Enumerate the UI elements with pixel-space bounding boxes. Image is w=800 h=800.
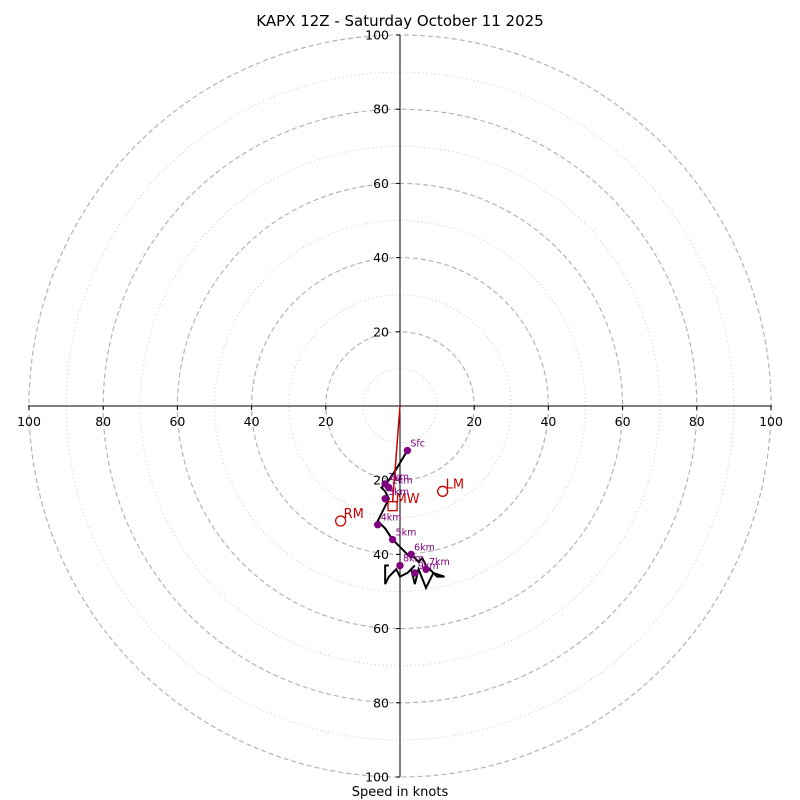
- height-marker: [381, 495, 389, 503]
- height-label: 8km: [403, 554, 424, 565]
- height-marker: [385, 483, 393, 492]
- shear-vector-line: [391, 405, 401, 503]
- x-tick-label: 20: [466, 414, 482, 429]
- x-tick-label: 80: [95, 414, 111, 429]
- x-tick-label: 100: [17, 414, 41, 429]
- height-label: 1km: [388, 472, 409, 483]
- y-tick-label: 40: [373, 547, 389, 562]
- wind-trace: [376, 450, 445, 591]
- chart-title: KAPX 12Z - Saturday October 11 2025: [256, 12, 543, 30]
- lm-label: LM: [446, 477, 464, 492]
- y-tick-label: 20: [373, 324, 389, 339]
- x-tick-label: 60: [169, 414, 185, 429]
- y-tick-label: 60: [373, 621, 389, 636]
- y-tick-label: 80: [373, 102, 389, 117]
- y-tick-label: 60: [373, 176, 389, 191]
- mw-label: MW: [396, 492, 420, 507]
- y-tick-label: 100: [365, 770, 389, 785]
- height-marker: [403, 446, 412, 455]
- rm-marker: [334, 515, 347, 527]
- height-marker: [374, 521, 382, 529]
- height-label: 6km: [414, 542, 435, 553]
- mean-wind-marker: [387, 501, 398, 512]
- height-marker: [388, 535, 397, 544]
- height-label: Sfc: [410, 439, 425, 450]
- x-tick-label: 20: [318, 414, 334, 429]
- lm-marker: [437, 485, 449, 497]
- storm-motion: LM RM MW: [334, 405, 464, 527]
- y-tick-label: 100: [365, 28, 389, 43]
- x-tick-label: 100: [759, 414, 783, 429]
- x-tick-label: 40: [540, 414, 556, 429]
- height-marker: [396, 561, 404, 570]
- x-tick-label: 40: [244, 414, 260, 429]
- y-tick-label: 80: [373, 695, 389, 710]
- axis-ticks: 100 80 60 40 20 20 40 60 80 100100806040202040608…: [17, 28, 783, 785]
- y-tick-label: 40: [373, 250, 389, 265]
- height-marker: [407, 550, 415, 559]
- height-label: 7km: [429, 557, 450, 568]
- height-label: 3km: [388, 487, 409, 498]
- height-label: 4km: [381, 513, 402, 524]
- rm-label: RM: [344, 507, 364, 522]
- x-tick-label: 80: [689, 414, 705, 429]
- wind-trace-line: [376, 450, 445, 591]
- x-tick-label: 60: [615, 414, 631, 429]
- height-marker: [422, 565, 430, 573]
- x-axis-label: Speed in knots: [352, 785, 449, 800]
- height-label: 9km: [418, 561, 439, 572]
- height-label: 5km: [396, 528, 417, 539]
- height-marker: [411, 569, 419, 577]
- height-label: 2km: [392, 476, 413, 487]
